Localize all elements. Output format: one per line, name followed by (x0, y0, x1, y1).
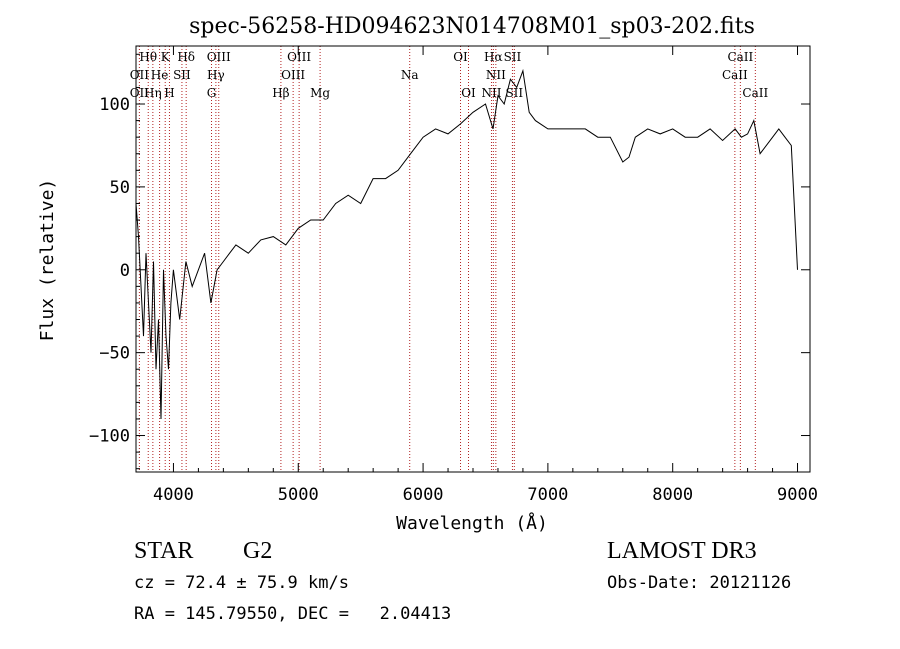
x-tick-label: 9000 (777, 485, 818, 505)
x-tick-label: 5000 (278, 485, 319, 505)
y-tick-label: 50 (110, 178, 130, 198)
line-label: Hβ (272, 86, 289, 100)
line-label: CaII (722, 68, 748, 82)
x-axis-label: Wavelength (Å) (396, 512, 548, 534)
line-label: OIII (281, 68, 305, 82)
line-label: CaII (727, 50, 753, 64)
x-tick-label: 6000 (403, 485, 444, 505)
x-tick-label: 8000 (652, 485, 693, 505)
chart-title: spec-56258-HD094623N014708M01_sp03-202.f… (189, 14, 755, 39)
y-tick-label: 0 (120, 261, 130, 281)
line-label: K (161, 50, 171, 64)
line-label: H (164, 86, 174, 100)
y-tick-label: 100 (99, 95, 130, 115)
spectral-line-markers (138, 46, 756, 472)
line-label: OI (453, 50, 468, 64)
line-label: G (207, 86, 217, 100)
object-class: STAR (134, 538, 194, 564)
y-axis-label: Flux (relative) (37, 179, 58, 342)
line-label: Hη (144, 86, 162, 100)
coordinates-readout: RA = 145.79550, DEC = 2.04413 (134, 604, 452, 624)
y-tick-label: −100 (89, 427, 130, 447)
plot-frame (135, 45, 811, 473)
observation-date: Obs-Date: 20121126 (607, 573, 792, 593)
line-label: OI (461, 86, 476, 100)
spectrum-line (135, 68, 798, 420)
line-label: OII (130, 68, 150, 82)
line-label: NII (481, 86, 501, 100)
redshift-readout: cz = 72.4 ± 75.9 km/s (134, 573, 349, 593)
survey-name: LAMOST DR3 (607, 538, 757, 564)
line-label: Na (401, 68, 419, 82)
line-label: Hγ (207, 68, 225, 82)
line-label: He (151, 68, 169, 82)
line-label: CaII (742, 86, 768, 100)
line-label: Mg (310, 86, 330, 100)
line-label: SII (504, 50, 522, 64)
y-tick-label: −50 (99, 344, 130, 364)
line-label: OIII (287, 50, 311, 64)
y-axis: −100 −50 0 50 100 (89, 53, 810, 470)
x-tick-label: 4000 (153, 485, 194, 505)
x-axis: 4000 5000 6000 7000 8000 9000 (153, 46, 818, 505)
object-subclass: G2 (243, 538, 273, 564)
line-label: OIII (207, 50, 231, 64)
spectral-line-labels: Hθ OII OII K He Hη Hδ SII H OIII Hγ G OIII OIII Hβ Mg Na… (130, 50, 769, 100)
line-label: SII (173, 68, 191, 82)
line-label: OII (130, 86, 150, 100)
line-label: Hα (484, 50, 503, 64)
line-label: NII (486, 68, 506, 82)
line-label: Hδ (177, 50, 195, 64)
x-tick-label: 7000 (527, 485, 568, 505)
line-label: Hθ (139, 50, 157, 64)
line-label: SII (505, 86, 523, 100)
